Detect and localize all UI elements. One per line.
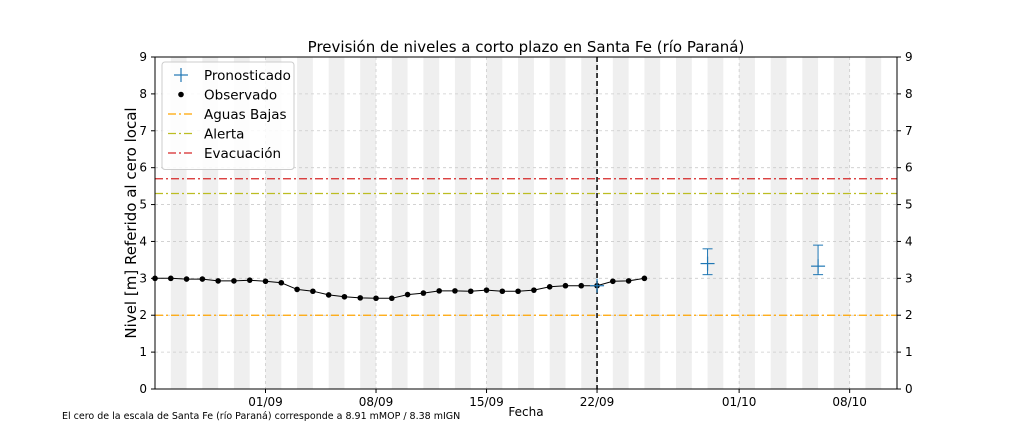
observed-point (215, 278, 221, 284)
observed-point (531, 287, 537, 293)
day-band (486, 57, 503, 389)
day-band (739, 57, 755, 389)
y-tick-label: 8 (139, 87, 147, 101)
day-band (833, 57, 850, 389)
observed-point (310, 288, 316, 295)
day-band (581, 57, 598, 389)
y-tick-label: 4 (139, 234, 147, 248)
legend: Pronosticado Observado Aguas Bajas Alerta Ev… (161, 61, 295, 170)
observed-point (278, 279, 285, 286)
observed-point (436, 288, 442, 294)
chart-title: Previsión de niveles a corto plazo en Sa… (308, 38, 745, 56)
x-tick-label: 01/10 (722, 395, 757, 409)
threshold-lines (155, 178, 897, 316)
day-band (707, 57, 724, 389)
y-tick-label-right: 5 (905, 198, 913, 212)
observed-point (499, 288, 506, 295)
legend-label: Observado (204, 88, 277, 104)
day-band (518, 57, 534, 389)
observed-point (578, 282, 585, 289)
x-tick-label: 15/09 (469, 395, 504, 409)
footnote: El cero de la escala de Santa Fe (río Pa… (62, 411, 461, 422)
observed-point (373, 295, 379, 302)
day-band (644, 57, 661, 389)
observed-point (641, 275, 648, 282)
y-tick-label: 2 (139, 308, 147, 322)
legend-label: Evacuación (204, 146, 281, 162)
observed-point (515, 288, 521, 295)
observed-point (389, 295, 395, 302)
observed-point (452, 288, 458, 294)
y-tick-label-right: 9 (905, 50, 913, 64)
y-tick-label: 0 (139, 382, 147, 396)
legend-label: Alerta (204, 127, 244, 143)
y-tick-label-right: 1 (905, 345, 913, 359)
observed-point (167, 275, 174, 282)
day-band (802, 57, 819, 389)
forecast-series (590, 244, 826, 293)
observed-point (546, 284, 553, 290)
y-tick-label: 5 (139, 198, 147, 212)
observed-point (420, 290, 427, 296)
observed-point (199, 276, 206, 282)
x-tick-label: 22/09 (580, 395, 615, 409)
observed-point (294, 286, 300, 293)
observed-point (231, 278, 237, 284)
day-band (391, 57, 408, 389)
y-tick-label: 6 (139, 161, 147, 175)
day-band (612, 57, 629, 389)
day-band (549, 57, 566, 389)
observed-point (325, 292, 332, 298)
y-tick-label: 9 (139, 50, 147, 64)
observed-point (262, 278, 269, 285)
y-tick-label-right: 0 (905, 382, 913, 396)
x-axis-label: Fecha (508, 405, 543, 419)
day-band (297, 57, 313, 389)
day-band (770, 57, 787, 389)
day-band (328, 57, 345, 389)
day-band (423, 57, 440, 389)
observed-point (610, 278, 616, 285)
y-tick-label-right: 7 (905, 124, 913, 138)
y-tick-label: 3 (139, 271, 147, 285)
observed-point (183, 276, 190, 282)
observed-point (341, 293, 348, 300)
y-tick-label-right: 4 (905, 234, 913, 248)
observed-point (483, 287, 490, 293)
observed-point (467, 288, 474, 295)
observed-point (357, 295, 364, 301)
y-tick-label-right: 3 (905, 271, 913, 285)
y-tick-label-right: 8 (905, 87, 913, 101)
day-band (360, 57, 377, 389)
observed-point (246, 277, 253, 283)
observed-point (562, 282, 569, 289)
day-band (865, 57, 882, 389)
y-tick-label: 7 (139, 124, 147, 138)
observed-point (404, 291, 411, 298)
legend-box (161, 61, 295, 170)
observed-point (625, 278, 632, 284)
legend-marker-dot (178, 91, 184, 98)
x-tick-label: 01/09 (248, 395, 283, 409)
day-band (454, 57, 471, 389)
observed-series (152, 275, 648, 302)
y-tick-label: 1 (139, 345, 147, 359)
legend-label: Aguas Bajas (204, 107, 287, 123)
y-axis-label: Nivel [m] Referido al cero local (122, 107, 140, 338)
y-tick-label-right: 6 (905, 161, 913, 175)
day-band (675, 57, 692, 389)
x-tick-label: 08/09 (359, 395, 394, 409)
x-tick-label: 08/10 (832, 395, 867, 409)
plot-frame (154, 56, 898, 390)
legend-label: Pronosticado (204, 68, 291, 84)
y-tick-label-right: 2 (905, 308, 913, 322)
axes: 0 0 1 1 2 2 3 3 4 4 5 5 6 6 7 7 8 8 9 9 01/09 08/09 15/09 22/09… (139, 50, 912, 409)
